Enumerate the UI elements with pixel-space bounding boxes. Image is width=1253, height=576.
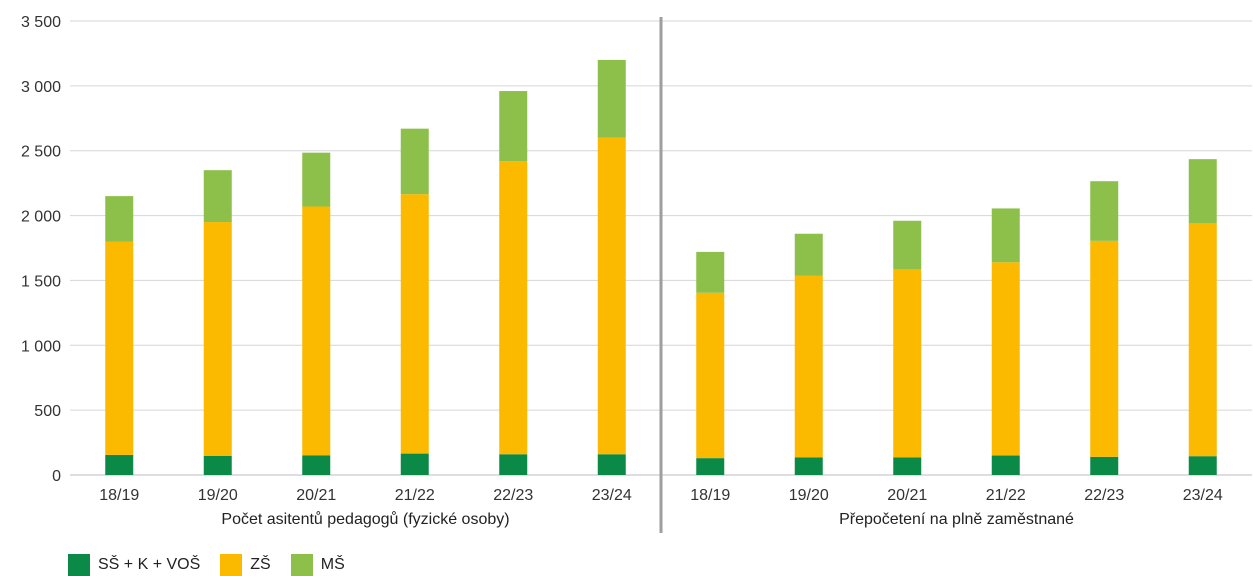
bar-segment — [893, 457, 922, 475]
x-tick-label: 23/24 — [592, 487, 632, 504]
bar-segment — [1188, 159, 1217, 224]
y-tick-label: 0 — [52, 468, 61, 485]
legend: SŠ + K + VOŠ ZŠ MŠ — [68, 554, 365, 576]
bar-segment — [105, 454, 134, 475]
bar-segment — [499, 454, 528, 475]
bar-segment — [105, 241, 134, 455]
bar-segment — [203, 222, 232, 456]
bar-segment — [400, 128, 429, 195]
bar-segment — [400, 194, 429, 454]
legend-item-zs: ZŠ — [220, 554, 271, 576]
group-label: Přepočetení na plně zaměstnané — [839, 511, 1074, 528]
bar-segment — [1090, 456, 1119, 475]
x-tick-label: 22/23 — [493, 487, 533, 504]
bar-segment — [597, 59, 626, 138]
bar-segment — [302, 152, 331, 207]
bar-segment — [696, 251, 725, 293]
legend-swatch-ms — [290, 554, 313, 576]
legend-label-ms: MŠ — [320, 556, 345, 573]
bar-segment — [203, 170, 232, 223]
bar-segment — [794, 233, 823, 276]
y-tick-label: 2 500 — [21, 144, 61, 161]
bar-segment — [794, 275, 823, 458]
bar-segment — [696, 292, 725, 459]
bar-segment — [1188, 456, 1217, 475]
bar-segment — [991, 262, 1020, 456]
bar-segment — [400, 453, 429, 475]
legend-item-ss: SŠ + K + VOŠ — [68, 554, 200, 576]
bar-segment — [597, 454, 626, 475]
y-tick-label: 1 500 — [21, 273, 61, 290]
x-tick-label: 18/19 — [99, 487, 139, 504]
stacked-bar-chart: 0 500 1 000 1 500 2 000 2 500 3 000 3 500 18/19 1… — [21, 14, 1252, 533]
x-tick-label: 22/23 — [1084, 487, 1124, 504]
group-label: Počet asitentů pedagogů (fyzické osoby) — [221, 510, 509, 528]
bar-segment — [1090, 181, 1119, 241]
x-tick-label: 20/21 — [296, 487, 336, 504]
x-tick-label: 21/22 — [395, 487, 435, 504]
x-tick-label: 21/22 — [986, 487, 1026, 504]
bar-segment — [893, 269, 922, 458]
legend-label-ss: SŠ + K + VOŠ — [98, 556, 201, 573]
bar-segment — [893, 220, 922, 270]
bar-segment — [1090, 240, 1119, 457]
bar-segment — [302, 455, 331, 475]
bar-segment — [1188, 223, 1217, 457]
bar-segment — [105, 196, 134, 242]
bar-segment — [499, 91, 528, 162]
bar-segment — [302, 206, 331, 456]
legend-label-zs: ZŠ — [250, 556, 271, 573]
y-tick-label: 1 000 — [21, 338, 61, 355]
x-tick-label: 18/19 — [690, 487, 730, 504]
y-tick-label: 500 — [34, 403, 61, 420]
legend-swatch-ss — [68, 554, 90, 576]
bar-segment — [794, 457, 823, 475]
bar-segment — [597, 137, 626, 455]
bar-segment — [991, 455, 1020, 475]
legend-swatch-zs — [220, 554, 243, 576]
x-tick-label: 20/21 — [887, 487, 927, 504]
y-tick-label: 3 000 — [21, 79, 61, 96]
bar-segment — [499, 161, 528, 455]
x-tick-label: 19/20 — [789, 487, 829, 504]
legend-item-ms: MŠ — [290, 554, 345, 576]
bar-segment — [991, 208, 1020, 263]
x-tick-label: 23/24 — [1183, 487, 1223, 504]
bar-segment — [696, 458, 725, 475]
x-tick-label: 19/20 — [198, 487, 238, 504]
y-tick-label: 2 000 — [21, 209, 61, 226]
y-tick-label: 3 500 — [21, 14, 61, 31]
bar-segment — [203, 455, 232, 475]
